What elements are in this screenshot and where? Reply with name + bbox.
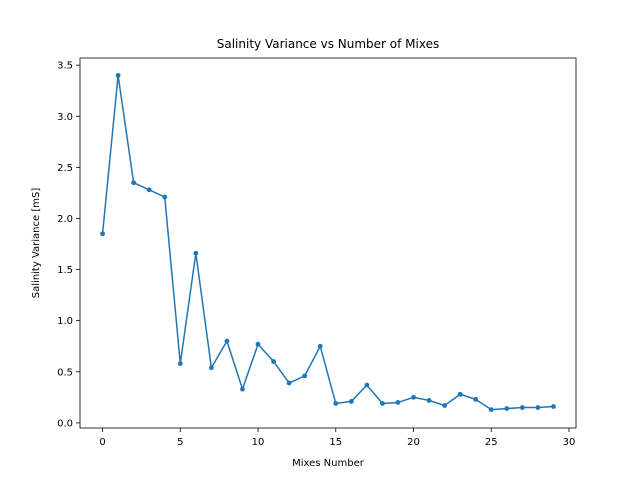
axis-layer: 0 5 10 15 20 25 30 0.0 0.5 1.0 1.5 2.0 2.5 3.0 3.5 xyxy=(57,61,575,448)
data-point xyxy=(255,341,261,347)
y-tick-label: 0.5 xyxy=(57,367,73,378)
x-tick-label: 20 xyxy=(407,437,420,448)
data-point xyxy=(395,400,401,405)
y-tick-label: 3.0 xyxy=(57,112,73,123)
data-point xyxy=(162,194,168,200)
data-point xyxy=(348,399,354,404)
series-layer xyxy=(100,72,556,413)
data-point xyxy=(519,405,525,410)
x-tick-label: 0 xyxy=(99,437,105,448)
y-tick-label: 1.0 xyxy=(57,316,73,327)
data-point xyxy=(551,404,556,409)
x-tick-label: 25 xyxy=(485,437,498,448)
y-tick-label: 2.5 xyxy=(57,163,73,174)
plot-frame xyxy=(79,57,577,429)
data-point xyxy=(364,382,370,388)
data-point xyxy=(333,401,339,406)
data-point xyxy=(193,250,199,256)
x-tick-label: 15 xyxy=(329,437,342,448)
data-point xyxy=(535,405,541,410)
x-tick-label: 30 xyxy=(563,437,576,448)
data-point xyxy=(488,407,494,413)
data-point xyxy=(131,180,137,186)
data-point xyxy=(271,359,276,364)
data-point xyxy=(411,394,416,400)
x-tick-label: 10 xyxy=(252,437,265,448)
data-point xyxy=(504,406,510,411)
data-point xyxy=(286,380,292,386)
data-point xyxy=(224,338,230,344)
data-point xyxy=(115,72,121,78)
y-tick-label: 2.0 xyxy=(57,214,73,225)
data-point xyxy=(240,386,245,392)
data-point xyxy=(302,373,308,379)
data-point xyxy=(426,398,432,403)
x-axis-label: Mixes Number xyxy=(292,458,365,469)
data-point xyxy=(208,365,214,371)
chart-title: Salinity Variance vs Number of Mixes xyxy=(217,37,439,51)
data-point xyxy=(146,187,152,193)
data-point xyxy=(317,343,323,349)
data-point xyxy=(473,396,479,402)
data-point xyxy=(100,231,105,237)
data-point xyxy=(380,401,385,406)
y-axis-label: Salinity Variance [mS] xyxy=(31,188,42,299)
x-tick-label: 5 xyxy=(177,437,183,448)
y-tick-label: 3.5 xyxy=(57,61,73,72)
data-point xyxy=(177,361,183,367)
y-tick-label: 1.5 xyxy=(57,265,73,276)
data-point xyxy=(457,391,463,397)
data-point xyxy=(442,403,448,408)
series-line xyxy=(101,74,554,411)
y-tick-label: 0.0 xyxy=(57,418,73,429)
